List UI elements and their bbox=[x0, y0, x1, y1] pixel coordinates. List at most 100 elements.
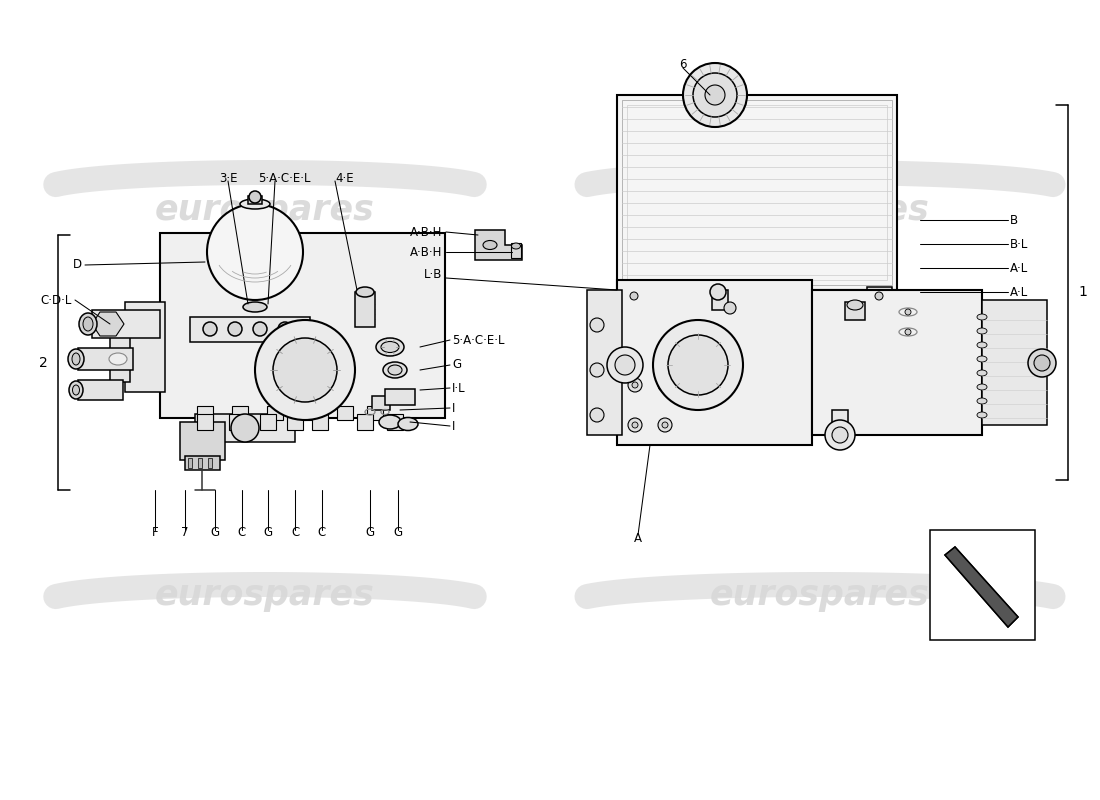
Bar bbox=[355, 292, 375, 327]
Ellipse shape bbox=[379, 415, 401, 429]
Bar bbox=[78, 380, 123, 400]
Circle shape bbox=[231, 414, 258, 442]
Ellipse shape bbox=[847, 300, 864, 310]
Circle shape bbox=[207, 204, 302, 300]
Ellipse shape bbox=[109, 353, 126, 365]
Bar bbox=[125, 302, 165, 392]
Text: C·D·L: C·D·L bbox=[41, 294, 72, 306]
Circle shape bbox=[590, 408, 604, 422]
Circle shape bbox=[1028, 349, 1056, 377]
Polygon shape bbox=[945, 547, 1018, 627]
Ellipse shape bbox=[388, 365, 401, 375]
Ellipse shape bbox=[381, 342, 399, 353]
Bar bbox=[832, 410, 848, 440]
Bar bbox=[197, 414, 213, 430]
Bar bbox=[720, 288, 740, 310]
Ellipse shape bbox=[79, 313, 97, 335]
Text: C: C bbox=[318, 526, 326, 539]
Ellipse shape bbox=[977, 328, 987, 334]
Ellipse shape bbox=[899, 308, 917, 316]
Ellipse shape bbox=[240, 199, 270, 209]
Bar bbox=[197, 406, 213, 420]
Bar bbox=[188, 458, 192, 468]
Circle shape bbox=[628, 418, 642, 432]
Bar bbox=[248, 196, 262, 204]
Circle shape bbox=[628, 378, 642, 392]
Ellipse shape bbox=[977, 384, 987, 390]
Bar bbox=[617, 280, 812, 445]
Ellipse shape bbox=[243, 302, 267, 312]
Circle shape bbox=[683, 63, 747, 127]
Bar bbox=[287, 414, 303, 430]
Circle shape bbox=[204, 322, 217, 336]
Circle shape bbox=[253, 322, 267, 336]
Ellipse shape bbox=[69, 381, 82, 399]
Circle shape bbox=[630, 292, 638, 300]
Text: eurospares: eurospares bbox=[155, 578, 375, 612]
Polygon shape bbox=[92, 312, 124, 336]
Circle shape bbox=[632, 422, 638, 428]
Text: A·L: A·L bbox=[1010, 286, 1028, 298]
Bar bbox=[229, 414, 245, 430]
Bar bbox=[92, 310, 160, 338]
Bar bbox=[867, 287, 892, 305]
Bar bbox=[387, 414, 403, 430]
Bar bbox=[180, 422, 226, 460]
Text: G: G bbox=[394, 526, 403, 539]
Circle shape bbox=[874, 292, 883, 300]
Text: A·B·H: A·B·H bbox=[409, 246, 442, 258]
Bar bbox=[845, 302, 865, 320]
Ellipse shape bbox=[512, 243, 520, 249]
Circle shape bbox=[273, 338, 337, 402]
Bar bbox=[621, 100, 892, 285]
Text: 5·A·C·E·L: 5·A·C·E·L bbox=[452, 334, 505, 346]
Text: B: B bbox=[1010, 214, 1019, 226]
Circle shape bbox=[832, 427, 848, 443]
Circle shape bbox=[615, 355, 635, 375]
Bar bbox=[337, 406, 353, 420]
Bar bbox=[587, 290, 621, 435]
Ellipse shape bbox=[383, 362, 407, 378]
Text: L·B: L·B bbox=[424, 269, 442, 282]
Circle shape bbox=[662, 382, 668, 388]
Text: G: G bbox=[452, 358, 461, 371]
Text: I·L: I·L bbox=[452, 382, 465, 394]
Bar bbox=[385, 389, 415, 405]
Text: A·B·H: A·B·H bbox=[409, 226, 442, 238]
Bar bbox=[372, 396, 390, 410]
Ellipse shape bbox=[977, 398, 987, 404]
Text: 7: 7 bbox=[182, 526, 189, 539]
Bar bbox=[982, 300, 1047, 425]
Ellipse shape bbox=[977, 342, 987, 348]
Circle shape bbox=[278, 322, 292, 336]
Text: G: G bbox=[263, 526, 273, 539]
Text: 2: 2 bbox=[40, 356, 48, 370]
Ellipse shape bbox=[977, 370, 987, 376]
Circle shape bbox=[607, 347, 644, 383]
Ellipse shape bbox=[82, 317, 94, 331]
Circle shape bbox=[658, 378, 672, 392]
Bar bbox=[367, 406, 383, 420]
Bar bbox=[185, 456, 220, 470]
Ellipse shape bbox=[68, 349, 84, 369]
Circle shape bbox=[905, 309, 911, 315]
Circle shape bbox=[905, 329, 911, 335]
Bar bbox=[78, 348, 133, 370]
Bar bbox=[358, 414, 373, 430]
Ellipse shape bbox=[977, 356, 987, 362]
Circle shape bbox=[693, 73, 737, 117]
Circle shape bbox=[825, 420, 855, 450]
Text: eurospares: eurospares bbox=[711, 193, 930, 227]
Circle shape bbox=[705, 85, 725, 105]
Ellipse shape bbox=[72, 353, 80, 365]
Text: eurospares: eurospares bbox=[711, 578, 930, 612]
Text: 1: 1 bbox=[1078, 285, 1087, 299]
Bar bbox=[312, 414, 328, 430]
Text: C: C bbox=[290, 526, 299, 539]
Text: A·L: A·L bbox=[1010, 262, 1028, 274]
Ellipse shape bbox=[977, 412, 987, 418]
Bar bbox=[198, 458, 202, 468]
Text: D: D bbox=[73, 258, 82, 271]
Bar bbox=[712, 290, 728, 310]
Circle shape bbox=[653, 320, 742, 410]
